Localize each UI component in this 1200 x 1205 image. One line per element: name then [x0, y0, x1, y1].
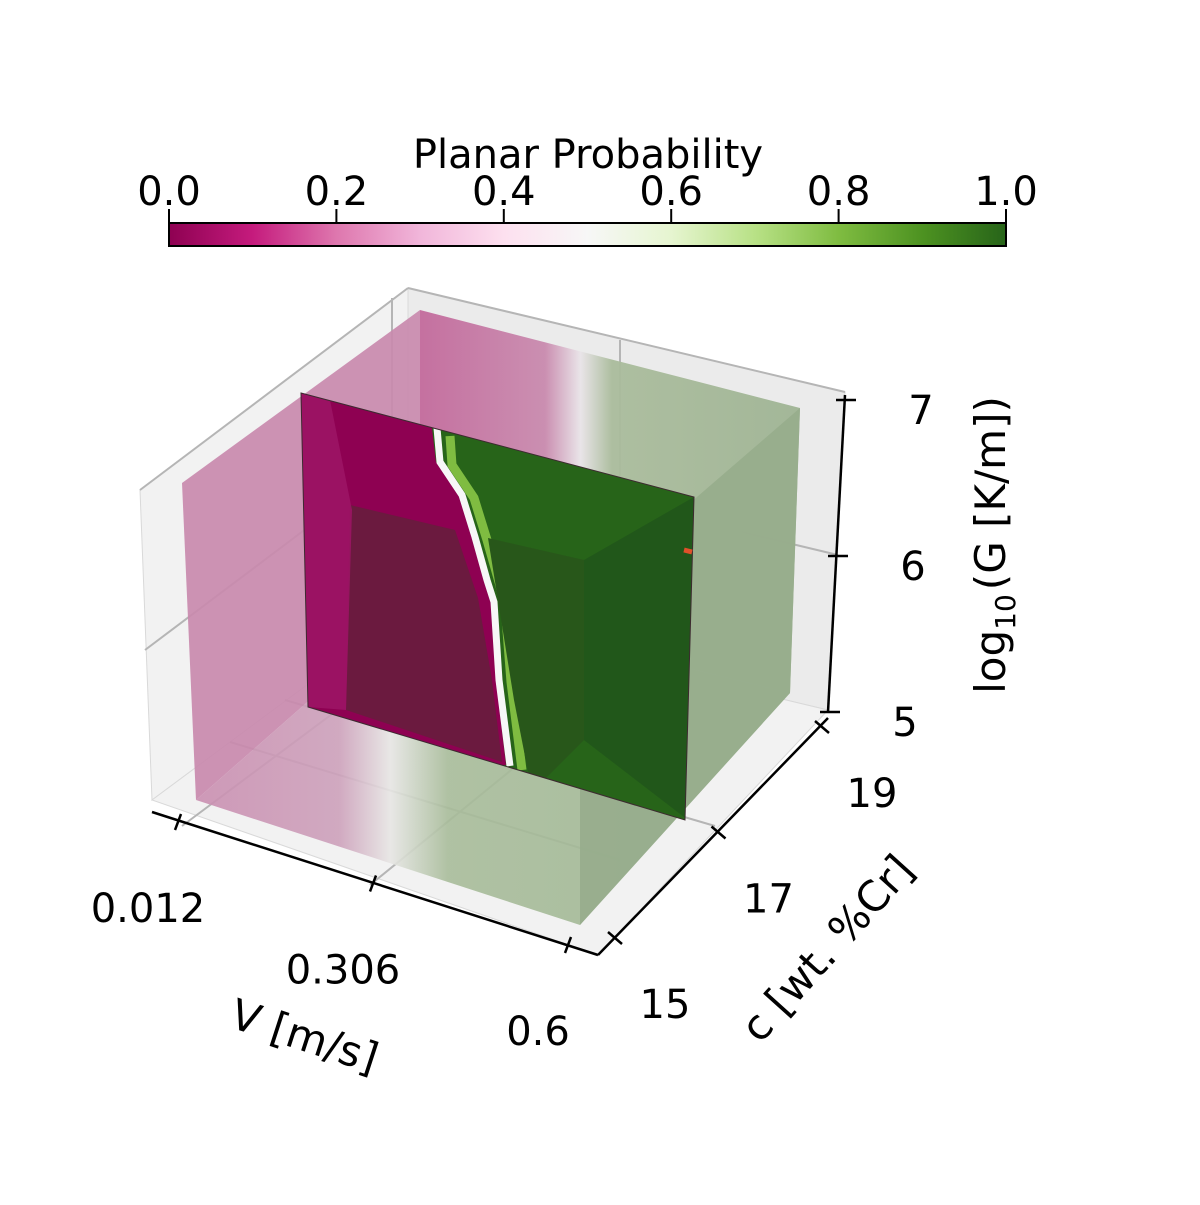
axis-lines	[151, 394, 847, 957]
colorbar-tick-label: 0.6	[639, 169, 703, 215]
axis-tick	[563, 936, 573, 954]
axis-tick	[173, 813, 183, 831]
colorbar-tick-label: 0.2	[305, 169, 369, 215]
colorbar-tick-label: 0.4	[472, 169, 536, 215]
axis-tick-label: 0.012	[91, 886, 206, 932]
z-axis-label: log10 (G [K/m])	[966, 396, 1022, 694]
colorbar-tick-label: 1.0	[974, 169, 1038, 215]
x-axis-line	[151, 810, 599, 957]
grid-line	[139, 287, 409, 491]
axis-tick-label: 6	[900, 544, 925, 590]
slice-boundary-white	[433, 427, 514, 767]
axis-tick	[368, 875, 378, 892]
colorbar: Planar Probability 0.0 0.2 0.4 0.6 0.8 1.0	[137, 132, 1038, 247]
colorbar-tick-label: 0.8	[807, 169, 871, 215]
axis-tick-label: 15	[640, 982, 691, 1028]
axis-tick-label: 19	[847, 771, 898, 817]
colorbar-fill	[168, 222, 1007, 247]
slice-inner-dark-green	[488, 538, 584, 792]
colorbar-ticks: 0.0 0.2 0.4 0.6 0.8 1.0	[137, 169, 1038, 223]
axis-tick-label: 17	[743, 877, 794, 923]
colorbar-title: Planar Probability	[413, 132, 763, 178]
axis-tick-label: 5	[892, 700, 917, 746]
axis-tick-label: 7	[908, 388, 933, 434]
colorbar-tick-label: 0.0	[137, 169, 201, 215]
axis-tick	[710, 825, 727, 840]
grid-line	[407, 287, 846, 393]
axis-tick-label: 0.306	[286, 948, 401, 994]
slice-inner-dark-magenta	[346, 505, 502, 762]
z-axis-label-suffix: (G [K/m])	[966, 396, 1015, 590]
front-slice-outline	[300, 392, 695, 821]
x-axis-label: V [m/s]	[225, 989, 385, 1083]
axis-tick	[814, 720, 830, 734]
y-axis-line	[597, 717, 829, 956]
z-axis-line	[826, 394, 847, 713]
z-axis-label-subscript: 10	[989, 594, 1022, 630]
axis-ticks: 0.012 0.306 0.6 15 17 19 5 6 7	[91, 388, 934, 1055]
axis-tick	[607, 931, 623, 945]
marker-point	[683, 547, 693, 555]
axis-tick-label: 0.6	[506, 1009, 570, 1055]
slice-left-edge-glow	[301, 393, 352, 710]
slice-inner-side	[584, 497, 694, 820]
z-axis-label-prefix: log	[966, 630, 1015, 694]
